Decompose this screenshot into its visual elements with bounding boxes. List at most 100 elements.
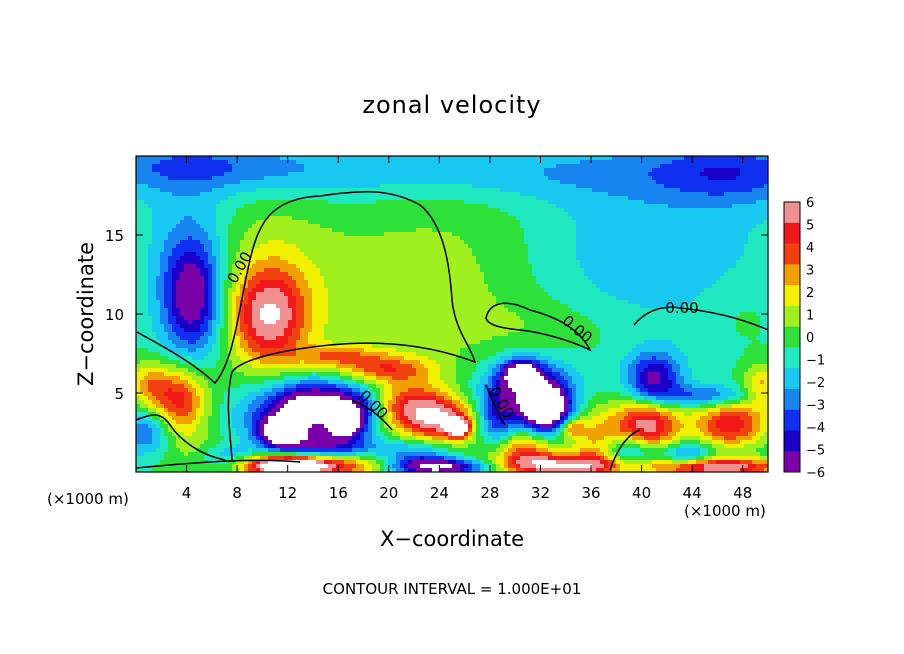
heatmap-cell (616, 192, 621, 197)
heatmap-cell (144, 160, 149, 165)
heatmap-cell (524, 228, 529, 233)
heatmap-cell (300, 200, 305, 205)
heatmap-cell (176, 268, 181, 273)
heatmap-cell (464, 216, 469, 221)
heatmap-cell (548, 276, 553, 281)
heatmap-cell (164, 248, 169, 253)
heatmap-cell (380, 228, 385, 233)
heatmap-cell (168, 228, 173, 233)
heatmap-cell (728, 228, 733, 233)
heatmap-cell (696, 228, 701, 233)
heatmap-cell (548, 216, 553, 221)
heatmap-cell (436, 184, 441, 189)
heatmap-cell (312, 164, 317, 169)
heatmap-cell (476, 280, 481, 285)
heatmap-cell (512, 272, 517, 277)
heatmap-cell (188, 252, 193, 257)
heatmap-cell (492, 156, 497, 161)
heatmap-cell (588, 240, 593, 245)
heatmap-cell (296, 216, 301, 221)
heatmap-cell (160, 256, 165, 261)
heatmap-cell (504, 196, 509, 201)
heatmap-cell (292, 256, 297, 261)
heatmap-cell (748, 232, 753, 237)
heatmap-cell (528, 208, 533, 213)
heatmap-cell (436, 200, 441, 205)
heatmap-cell (728, 156, 733, 161)
heatmap-cell (688, 244, 693, 249)
heatmap-cell (592, 224, 597, 229)
heatmap-cell (548, 200, 553, 205)
heatmap-cell (280, 264, 285, 269)
heatmap-cell (232, 180, 237, 185)
heatmap-cell (672, 256, 677, 261)
heatmap-cell (304, 200, 309, 205)
heatmap-cell (220, 276, 225, 281)
heatmap-cell (356, 168, 361, 173)
heatmap-cell (140, 172, 145, 177)
heatmap-cell (308, 236, 313, 241)
heatmap-cell (524, 208, 529, 213)
heatmap-cell (216, 236, 221, 241)
heatmap-cell (564, 216, 569, 221)
heatmap-cell (220, 232, 225, 237)
heatmap-cell (712, 204, 717, 209)
heatmap-cell (732, 192, 737, 197)
heatmap-cell (208, 260, 213, 265)
heatmap-cell (372, 220, 377, 225)
heatmap-cell (560, 236, 565, 241)
heatmap-cell (256, 164, 261, 169)
heatmap-cell (480, 156, 485, 161)
heatmap-cell (320, 244, 325, 249)
heatmap-cell (320, 268, 325, 273)
heatmap-cell (244, 192, 249, 197)
heatmap-cell (212, 248, 217, 253)
heatmap-cell (632, 256, 637, 261)
heatmap-cell (612, 224, 617, 229)
heatmap-cell (424, 216, 429, 221)
heatmap-cell (272, 204, 277, 209)
heatmap-cell (404, 184, 409, 189)
heatmap-cell (252, 188, 257, 193)
heatmap-cell (144, 232, 149, 237)
heatmap-cell (204, 224, 209, 229)
heatmap-cell (628, 240, 633, 245)
heatmap-cell (264, 160, 269, 165)
heatmap-cell (516, 248, 521, 253)
heatmap-cell (432, 188, 437, 193)
heatmap-cell (656, 176, 661, 181)
heatmap-cell (572, 248, 577, 253)
heatmap-cell (448, 260, 453, 265)
heatmap-cell (236, 204, 241, 209)
heatmap-cell (752, 256, 757, 261)
heatmap-cell (284, 264, 289, 269)
heatmap-cell (168, 252, 173, 257)
heatmap-cell (184, 228, 189, 233)
heatmap-cell (172, 276, 177, 281)
heatmap-cell (560, 228, 565, 233)
heatmap-cell (160, 164, 165, 169)
heatmap-cell (316, 236, 321, 241)
heatmap-cell (464, 248, 469, 253)
heatmap-cell (656, 204, 661, 209)
heatmap-cell (340, 196, 345, 201)
heatmap-cell (140, 164, 145, 169)
heatmap-cell (324, 164, 329, 169)
heatmap-cell (136, 168, 141, 173)
heatmap-cell (620, 204, 625, 209)
heatmap-cell (240, 268, 245, 273)
heatmap-cell (616, 208, 621, 213)
heatmap-cell (360, 156, 365, 161)
heatmap-cell (720, 200, 725, 205)
heatmap-cell (196, 236, 201, 241)
heatmap-cell (756, 232, 761, 237)
heatmap-cell (540, 216, 545, 221)
heatmap-cell (680, 220, 685, 225)
heatmap-cell (696, 256, 701, 261)
heatmap-cell (420, 280, 425, 285)
heatmap-cell (164, 244, 169, 249)
heatmap-cell (548, 204, 553, 209)
heatmap-cell (276, 236, 281, 241)
heatmap-cell (360, 208, 365, 213)
heatmap-cell (264, 220, 269, 225)
